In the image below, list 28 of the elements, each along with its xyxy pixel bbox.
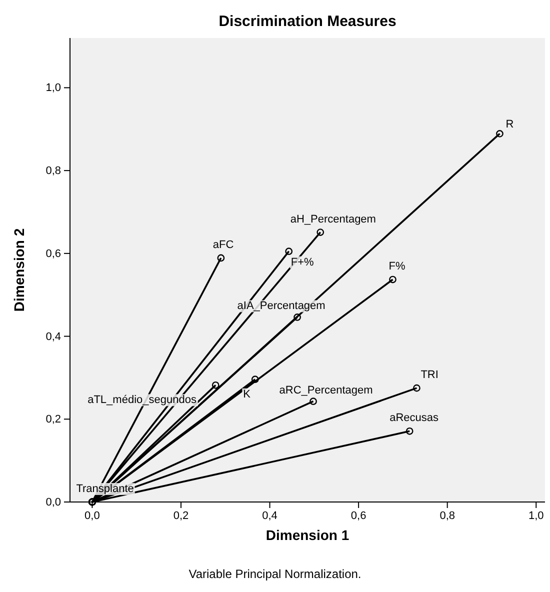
series-label: aRC_Percentagem [279,384,373,396]
y-axis-title: Dimension 2 [11,228,27,312]
series-label: aTL_médio_segundos [88,394,197,406]
y-tick-label: 0,6 [46,248,61,260]
series-label: F+% [290,256,314,268]
y-tick-label: 0,2 [46,414,61,426]
x-axis-title: Dimension 1 [266,527,350,543]
x-tick-label: 0,8 [440,510,455,522]
y-tick-label: 0,8 [46,165,61,178]
series-label: F% [388,260,406,273]
chart-title: Discrimination Measures [218,13,396,30]
y-tick-label: 0,0 [46,496,61,509]
series-label: aFC [212,238,234,251]
series-label: Transplante [76,483,134,495]
x-tick-label: 0,4 [262,510,278,522]
series-label: aH_Percentagem [290,213,376,226]
x-tick-label: 0,6 [350,510,366,522]
series-label: aRecusas [390,412,440,424]
series-label: K [243,388,252,400]
x-tick-label: 1,0 [528,510,544,522]
text: Variable Principal Normalization. [188,567,362,581]
series-label: R [506,118,514,131]
x-tick-label: 0,0 [84,510,100,522]
y-tick-label: 0,4 [46,330,61,343]
series-label: TRI [420,369,438,382]
series-label: aIA_Percentagem [237,300,326,312]
y-tick-label: 1,0 [46,82,61,94]
x-tick-label: 0,2 [173,510,189,522]
